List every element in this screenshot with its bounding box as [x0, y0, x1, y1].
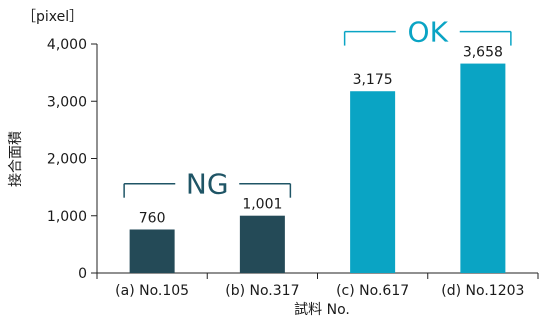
bar: [239, 215, 285, 273]
y-tick-label: 0: [78, 266, 87, 282]
data-label: 1,001: [242, 197, 282, 213]
data-label: 3,658: [463, 45, 503, 61]
y-tick-label: 2,000: [47, 152, 87, 168]
group-label: OK: [408, 16, 449, 49]
group-annotations: NG OK: [123, 16, 512, 201]
x-tick-label: (b) No.317: [225, 283, 299, 299]
y-tick-label: 1,000: [47, 209, 87, 225]
x-tick-label: (d) No.1203: [441, 283, 524, 299]
axes: 0 1,000 2,000 3,000 4,000: [47, 37, 539, 282]
group-label: NG: [186, 168, 229, 201]
y-tick-label: 4,000: [47, 37, 87, 53]
bar: [460, 63, 506, 273]
y-tick-label: 3,000: [47, 94, 87, 110]
bars: 760 (a) No.105 1,001 (b) No.317 3,175 (c) No.…: [115, 45, 524, 299]
y-axis-title: 接合面積: [7, 131, 24, 187]
x-tick-label: (a) No.105: [115, 283, 189, 299]
data-label: 760: [139, 210, 166, 226]
bar: [129, 229, 175, 273]
x-axis-title: 試料 No.: [294, 302, 350, 318]
y-unit-label: ［pixel］: [22, 9, 83, 25]
bar: [350, 91, 396, 273]
x-tick-label: (c) No.617: [336, 283, 409, 299]
data-label: 3,175: [353, 72, 393, 88]
